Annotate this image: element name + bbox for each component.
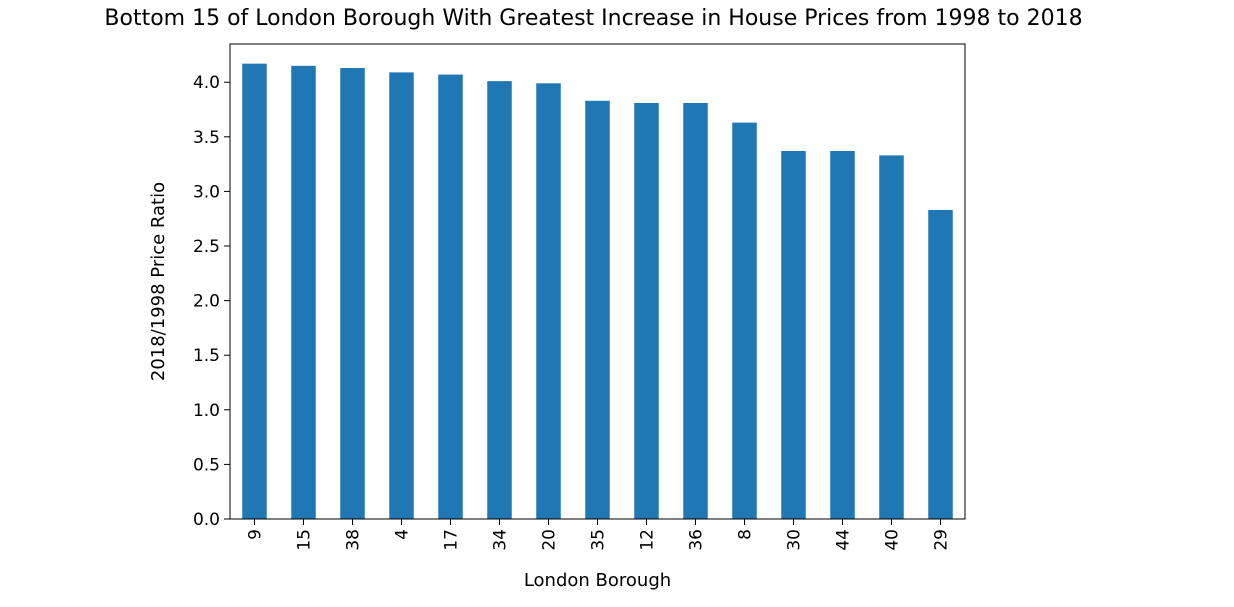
- bar-34: [487, 81, 512, 519]
- y-axis-label: 2018/1998 Price Ratio: [148, 182, 169, 381]
- x-tick-label: 17: [442, 529, 462, 551]
- x-tick-label: 40: [883, 529, 903, 551]
- y-tick-label: 3.0: [193, 182, 220, 202]
- bar-12: [634, 102, 659, 519]
- bar-35: [585, 100, 610, 519]
- y-tick-label: 1.0: [193, 401, 220, 421]
- axes-group: 0.0 0.5 1.0 1.5 2.0 2.5 3.0 3.5 4.0 9 15 38 4 17 34 20 3…: [193, 43, 966, 551]
- x-tick-label: 30: [785, 529, 805, 551]
- bar-36: [683, 102, 708, 519]
- bar-30: [781, 151, 806, 520]
- x-tick-label: 20: [540, 529, 560, 551]
- x-tick-label: 29: [932, 529, 952, 551]
- bar-17: [438, 74, 463, 520]
- bar-9: [242, 63, 267, 519]
- bar-20: [536, 83, 561, 519]
- y-tick-label: 4.0: [193, 73, 220, 93]
- y-tick-label: 0.0: [193, 510, 220, 530]
- x-tick-label: 34: [491, 529, 511, 551]
- bar-29: [928, 209, 953, 520]
- bars-group: [242, 63, 953, 520]
- bar-4: [389, 72, 414, 519]
- bar-38: [340, 68, 365, 520]
- y-tick-label: 2.5: [193, 237, 220, 257]
- x-tick-label: 15: [295, 529, 315, 551]
- x-tick-label: 35: [589, 529, 609, 551]
- x-tick-label: 36: [687, 529, 707, 551]
- x-tick-label: 9: [246, 529, 266, 540]
- x-tick-label: 12: [638, 529, 658, 551]
- chart-title: Bottom 15 of London Borough With Greates…: [104, 6, 1083, 31]
- bar-8: [732, 122, 757, 519]
- x-axis-label: London Borough: [524, 570, 671, 591]
- x-tick-label: 44: [834, 529, 854, 551]
- bar-40: [879, 155, 904, 519]
- bar-15: [291, 65, 316, 519]
- y-tick-label: 1.5: [193, 346, 220, 366]
- x-tick-label: 38: [344, 529, 364, 551]
- x-tick-label: 4: [393, 529, 413, 540]
- y-tick-label: 0.5: [193, 455, 220, 475]
- bar-44: [830, 151, 855, 520]
- y-tick-label: 2.0: [193, 292, 220, 312]
- y-tick-label: 3.5: [193, 128, 220, 148]
- x-tick-label: 8: [736, 529, 756, 540]
